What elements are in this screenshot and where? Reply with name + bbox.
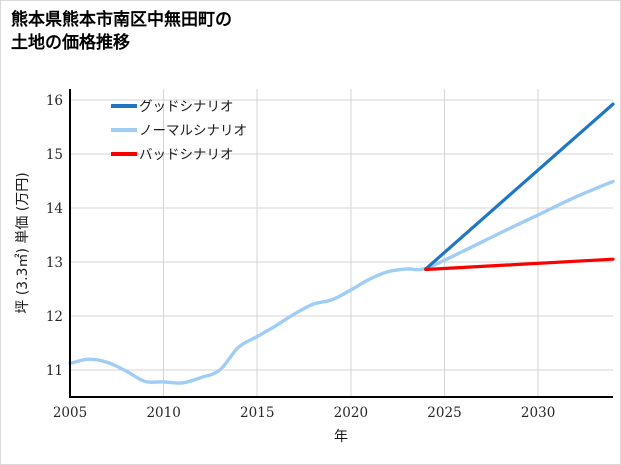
y-tick-label: 14 [46,201,63,217]
legend-label-bad: バッドシナリオ [139,147,234,163]
x-tick-label: 2010 [146,405,180,421]
y-axis-tick-labels: 11 12 13 14 15 16 [46,93,63,379]
x-tick-label: 2015 [240,405,274,421]
axis-spines [68,89,613,399]
x-tick-label: 2025 [427,405,461,421]
series-line-normal [68,179,615,385]
legend-label-normal: ノーマルシナリオ [139,123,247,139]
y-tick-label: 12 [46,309,63,325]
x-axis-title: 年 [334,429,348,445]
x-axis-tick-labels: 2005 2010 2015 2020 2025 2030 [53,405,555,421]
data-series-group [68,102,615,385]
y-tick-label: 15 [46,147,63,163]
legend-label-good: グッドシナリオ [139,99,234,115]
x-tick-label: 2030 [521,405,555,421]
x-tick-label: 2005 [53,405,87,421]
y-axis-title: 坪 (3.3㎡) 単価 (万円) [15,172,31,313]
x-tick-label: 2020 [334,405,368,421]
y-tick-label: 13 [46,255,63,271]
series-line-good [424,102,615,271]
y-tick-label: 11 [46,363,63,379]
series-line-bad [424,257,615,272]
y-tick-label: 16 [46,93,63,109]
page-title: 熊本県熊本市南区中無田町の 土地の価格推移 [11,10,232,52]
